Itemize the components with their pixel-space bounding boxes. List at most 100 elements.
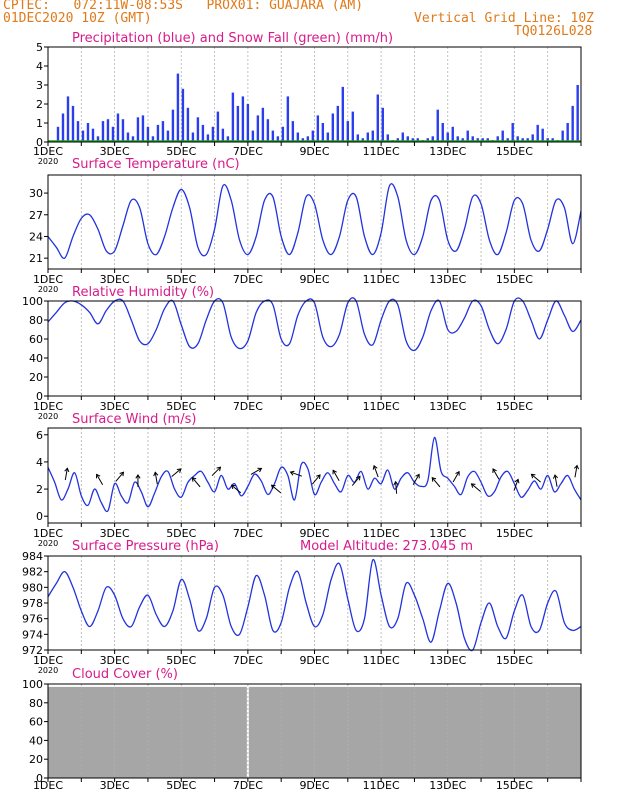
precip-bar bbox=[126, 132, 130, 142]
precip-bar bbox=[401, 132, 404, 142]
precip-bar bbox=[136, 117, 140, 142]
x-tick-label: 7DEC bbox=[233, 145, 263, 158]
x-tick-label: 1DEC bbox=[33, 527, 63, 540]
wind-vector bbox=[492, 468, 500, 480]
precip-bar bbox=[306, 136, 310, 142]
precip-bar bbox=[386, 134, 389, 142]
precip-bar bbox=[276, 136, 280, 142]
precip-bar bbox=[571, 105, 574, 142]
wind-vector bbox=[412, 474, 420, 486]
y-tick-label: 27 bbox=[29, 209, 43, 222]
x-tick-label: 5DEC bbox=[166, 654, 196, 667]
model-altitude-label: Model Altitude: 273.045 m bbox=[300, 539, 473, 554]
x-tick-label: 9DEC bbox=[299, 145, 329, 158]
wind-vector bbox=[96, 474, 104, 486]
x-year-label: 2020 bbox=[38, 157, 58, 166]
precip-bar bbox=[341, 86, 345, 142]
y-tick-label: 80 bbox=[29, 314, 43, 327]
x-tick-label: 9DEC bbox=[299, 779, 329, 792]
wind-vector bbox=[211, 466, 221, 477]
x-tick-label: 3DEC bbox=[100, 779, 130, 792]
x-year-label: 2020 bbox=[38, 666, 58, 675]
x-tick-label: 7DEC bbox=[233, 654, 263, 667]
precip-bar bbox=[131, 136, 135, 142]
wind-arrowhead bbox=[95, 473, 101, 479]
precip-bar bbox=[416, 138, 419, 142]
precip-bar bbox=[281, 126, 285, 142]
y-tick-label: 0 bbox=[36, 136, 43, 149]
x-tick-label: 1DEC bbox=[33, 273, 63, 286]
precip-bar bbox=[336, 105, 340, 142]
y-tick-label: 60 bbox=[29, 333, 43, 346]
series-line bbox=[47, 559, 582, 652]
y-tick-label: 976 bbox=[22, 613, 43, 626]
precip-bar bbox=[471, 136, 474, 142]
y-tick-label: 100 bbox=[22, 295, 43, 308]
precip-bar bbox=[406, 136, 409, 142]
x-tick-label: 5DEC bbox=[166, 527, 196, 540]
x-tick-label: 3DEC bbox=[100, 654, 130, 667]
x-tick-label: 1DEC bbox=[33, 654, 63, 667]
precip-bar bbox=[271, 130, 275, 142]
precip-bar bbox=[561, 130, 564, 142]
x-tick-label: 9DEC bbox=[299, 400, 329, 413]
precip-bar bbox=[356, 134, 360, 142]
y-tick-label: 974 bbox=[22, 628, 43, 641]
precip-bar bbox=[546, 138, 549, 142]
y-tick-label: 6 bbox=[36, 429, 43, 442]
precip-bar bbox=[201, 124, 205, 142]
panel-3: Relative Humidity (%) 0 20 40 60 80 100 1DEC 3DE… bbox=[22, 285, 582, 421]
x-tick-label: 11DEC bbox=[363, 400, 400, 413]
precip-bar bbox=[526, 138, 529, 142]
precip-bar bbox=[436, 109, 439, 142]
precip-bar bbox=[111, 126, 115, 142]
precip-bar bbox=[156, 124, 160, 142]
x-year-label: 2020 bbox=[38, 539, 58, 548]
x-tick-label: 7DEC bbox=[233, 400, 263, 413]
x-tick-label: 13DEC bbox=[429, 527, 466, 540]
precip-bar bbox=[511, 123, 514, 142]
panel-6: Cloud Cover (%) 0 20 40 60 80 100 1DEC 3DEC 5DEC 7… bbox=[22, 667, 582, 792]
wind-arrowhead bbox=[514, 478, 520, 484]
wind-vector bbox=[471, 483, 481, 492]
wind-vector bbox=[395, 481, 398, 494]
x-tick-label: 15DEC bbox=[496, 527, 533, 540]
wind-vector bbox=[64, 468, 68, 481]
x-tick-label: 15DEC bbox=[496, 145, 533, 158]
y-tick-label: 20 bbox=[29, 371, 43, 384]
wind-vector bbox=[154, 472, 158, 485]
wind-vector bbox=[554, 474, 558, 487]
x-tick-label: 13DEC bbox=[429, 273, 466, 286]
wind-vector bbox=[231, 484, 242, 494]
precip-bar bbox=[96, 136, 100, 142]
header-grid-line: Vertical Grid Line: 10Z bbox=[414, 11, 595, 26]
x-tick-label: 7DEC bbox=[233, 779, 263, 792]
y-tick-label: 0 bbox=[36, 510, 43, 523]
precip-bar bbox=[161, 121, 165, 142]
precip-bar bbox=[71, 105, 75, 142]
y-tick-label: 21 bbox=[29, 252, 43, 265]
precip-bar bbox=[376, 94, 379, 142]
panel-title: Surface Temperature (nC) bbox=[72, 157, 240, 172]
precip-bar bbox=[181, 88, 185, 142]
x-tick-label: 9DEC bbox=[299, 527, 329, 540]
precip-bar bbox=[286, 96, 290, 142]
wind-arrowhead bbox=[191, 476, 197, 482]
x-tick-label: 11DEC bbox=[363, 145, 400, 158]
y-tick-label: 2 bbox=[36, 483, 43, 496]
precip-bar bbox=[66, 96, 70, 142]
precip-bar bbox=[361, 138, 365, 142]
y-tick-label: 2 bbox=[36, 98, 43, 111]
precip-bar bbox=[261, 107, 265, 142]
wind-arrowhead bbox=[270, 484, 276, 490]
x-tick-label: 15DEC bbox=[496, 779, 533, 792]
x-tick-label: 11DEC bbox=[363, 527, 400, 540]
precip-bar bbox=[536, 124, 539, 142]
precip-bar bbox=[56, 126, 60, 142]
wind-arrowhead bbox=[135, 473, 141, 479]
y-tick-label: 982 bbox=[22, 566, 43, 579]
precip-bar bbox=[196, 117, 200, 142]
precip-bar bbox=[346, 121, 350, 142]
wind-vector bbox=[171, 468, 182, 478]
precip-bar bbox=[191, 132, 195, 142]
